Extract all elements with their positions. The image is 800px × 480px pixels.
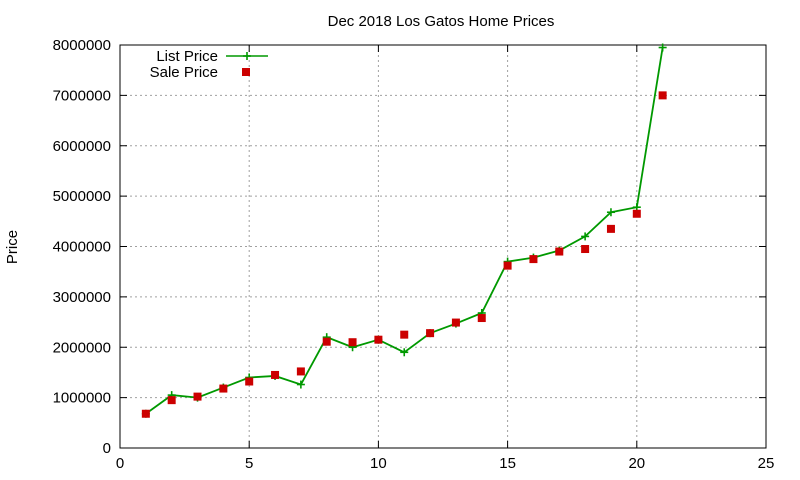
legend: List Price Sale Price [150, 48, 268, 81]
y-tick-label: 2000000 [53, 339, 111, 356]
x-tick-label: 10 [370, 455, 387, 472]
grid [120, 45, 766, 448]
legend-label-sale-price: Sale Price [150, 64, 218, 81]
legend-marker-sale-price [242, 68, 250, 76]
x-tick-label: 15 [499, 455, 516, 472]
sale-price-point [426, 329, 435, 338]
sale-price-point [271, 370, 280, 379]
sale-price-point [581, 245, 590, 254]
sale-price-point [555, 247, 564, 256]
series-line-list-price [145, 47, 664, 415]
sale-price-point [632, 209, 641, 218]
y-tick-label: 5000000 [53, 188, 111, 205]
sale-price-point [322, 337, 331, 346]
sale-price-point [167, 396, 176, 405]
sale-price-point [503, 261, 512, 270]
y-tick-label: 0 [103, 440, 111, 457]
sale-price-point [193, 392, 202, 401]
sale-price-point [374, 335, 383, 344]
y-axis: 0 1000000 2000000 3000000 4000000 5000000 6000… [53, 37, 766, 457]
y-tick-label: 1000000 [53, 390, 111, 407]
y-tick-label: 3000000 [53, 289, 111, 306]
chart-title: Dec 2018 Los Gatos Home Prices [328, 13, 555, 30]
sale-price-point [451, 318, 460, 327]
sale-price-point [529, 255, 538, 264]
sale-price-point [477, 314, 486, 323]
y-tick-label: 7000000 [53, 87, 111, 104]
x-axis: 0 5 10 15 20 25 [116, 45, 775, 472]
sale-price-point [141, 409, 150, 418]
sale-price-point [348, 338, 357, 347]
sale-price-point [296, 367, 305, 376]
series-layer [141, 43, 667, 418]
legend-label-list-price: List Price [156, 48, 218, 65]
y-tick-label: 6000000 [53, 138, 111, 155]
legend-marker-list-price [243, 52, 251, 60]
y-tick-label: 4000000 [53, 239, 111, 256]
sale-price-point [606, 224, 615, 233]
y-axis-label: Price [4, 230, 21, 264]
list-price-point [400, 348, 409, 357]
x-tick-label: 5 [245, 455, 253, 472]
list-price-point [606, 208, 615, 217]
x-tick-label: 0 [116, 455, 124, 472]
sale-price-point [245, 377, 254, 386]
sale-price-point [219, 384, 228, 393]
x-tick-label: 25 [758, 455, 775, 472]
x-tick-label: 20 [628, 455, 645, 472]
sale-price-point [658, 91, 667, 100]
sale-price-point [400, 330, 409, 339]
y-tick-label: 8000000 [53, 37, 111, 54]
list-price-point [296, 380, 305, 389]
list-price-point [581, 232, 590, 241]
list-price-point [658, 43, 667, 52]
